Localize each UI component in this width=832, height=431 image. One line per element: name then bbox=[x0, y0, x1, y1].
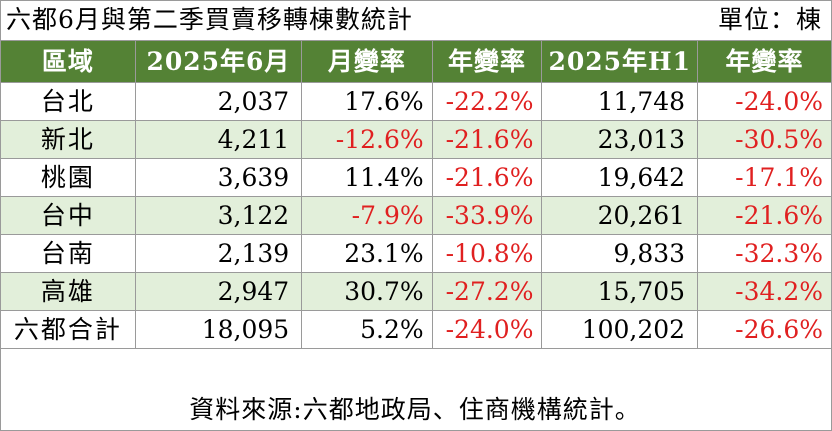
cell-june: 2,037 bbox=[134, 82, 303, 121]
header-row: 區域 2025年6月 月變率 年變率 2025年H1 年變率 bbox=[0, 40, 832, 83]
cell-h1-yoy: -17.1% bbox=[697, 158, 832, 197]
cell-mom: -12.6% bbox=[301, 120, 433, 159]
cell-h1: 100,202 bbox=[541, 310, 699, 349]
cell-region: 高雄 bbox=[0, 272, 136, 311]
cell-region: 桃園 bbox=[0, 158, 136, 197]
data-table: 區域 2025年6月 月變率 年變率 2025年H1 年變率 台北 2,037 17… bbox=[0, 40, 832, 349]
cell-yoy: -10.8% bbox=[431, 234, 543, 273]
table-row: 台南 2,139 23.1% -10.8% 9,833 -32.3% bbox=[0, 234, 832, 273]
cell-h1-yoy: -30.5% bbox=[697, 120, 832, 159]
cell-yoy: -22.2% bbox=[431, 82, 543, 121]
cell-h1: 9,833 bbox=[541, 234, 699, 273]
cell-h1-yoy: -24.0% bbox=[697, 82, 832, 121]
cell-region: 台北 bbox=[0, 82, 136, 121]
col-header-mom: 月變率 bbox=[301, 40, 433, 83]
table-row: 六都合計 18,095 5.2% -24.0% 100,202 -26.6% bbox=[0, 310, 832, 349]
cell-region: 六都合計 bbox=[0, 310, 136, 349]
col-header-region: 區域 bbox=[0, 40, 136, 83]
cell-mom: 11.4% bbox=[301, 158, 433, 197]
cell-region: 台中 bbox=[0, 196, 136, 235]
cell-h1-yoy: -32.3% bbox=[697, 234, 832, 273]
cell-yoy: -21.6% bbox=[431, 120, 543, 159]
cell-region: 新北 bbox=[0, 120, 136, 159]
col-header-h1: 2025年H1 bbox=[541, 40, 699, 83]
table-row: 桃園 3,639 11.4% -21.6% 19,642 -17.1% bbox=[0, 158, 832, 197]
cell-region: 台南 bbox=[0, 234, 136, 273]
col-header-june: 2025年6月 bbox=[134, 40, 303, 83]
cell-mom: 30.7% bbox=[301, 272, 433, 311]
cell-mom: -7.9% bbox=[301, 196, 433, 235]
unit-label: 單位：棟 bbox=[717, 5, 822, 34]
cell-h1: 23,013 bbox=[541, 120, 699, 159]
cell-h1: 11,748 bbox=[541, 82, 699, 121]
cell-h1-yoy: -26.6% bbox=[697, 310, 832, 349]
cell-june: 2,139 bbox=[134, 234, 303, 273]
cell-yoy: -21.6% bbox=[431, 158, 543, 197]
cell-yoy: -27.2% bbox=[431, 272, 543, 311]
table-row: 台北 2,037 17.6% -22.2% 11,748 -24.0% bbox=[0, 82, 832, 121]
col-header-h1-yoy: 年變率 bbox=[697, 40, 832, 83]
cell-june: 18,095 bbox=[134, 310, 303, 349]
cell-yoy: -33.9% bbox=[431, 196, 543, 235]
cell-h1: 15,705 bbox=[541, 272, 699, 311]
cell-h1-yoy: -21.6% bbox=[697, 196, 832, 235]
cell-june: 4,211 bbox=[134, 120, 303, 159]
cell-mom: 5.2% bbox=[301, 310, 433, 349]
cell-june: 3,122 bbox=[134, 196, 303, 235]
source-note: 資料來源:六都地政局、住商機構統計。 bbox=[189, 395, 641, 424]
cell-h1: 19,642 bbox=[541, 158, 699, 197]
cell-mom: 17.6% bbox=[301, 82, 433, 121]
cell-h1: 20,261 bbox=[541, 196, 699, 235]
cell-yoy: -24.0% bbox=[431, 310, 543, 349]
cell-mom: 23.1% bbox=[301, 234, 433, 273]
col-header-yoy: 年變率 bbox=[431, 40, 543, 83]
table-row: 台中 3,122 -7.9% -33.9% 20,261 -21.6% bbox=[0, 196, 832, 235]
cell-june: 3,639 bbox=[134, 158, 303, 197]
table-title: 六都6月與第二季買賣移轉棟數統計 bbox=[6, 5, 413, 34]
table-row: 高雄 2,947 30.7% -27.2% 15,705 -34.2% bbox=[0, 272, 832, 311]
cell-june: 2,947 bbox=[134, 272, 303, 311]
table-row: 新北 4,211 -12.6% -21.6% 23,013 -30.5% bbox=[0, 120, 832, 159]
cell-h1-yoy: -34.2% bbox=[697, 272, 832, 311]
title-row: 六都6月與第二季買賣移轉棟數統計 單位：棟 bbox=[0, 0, 830, 40]
